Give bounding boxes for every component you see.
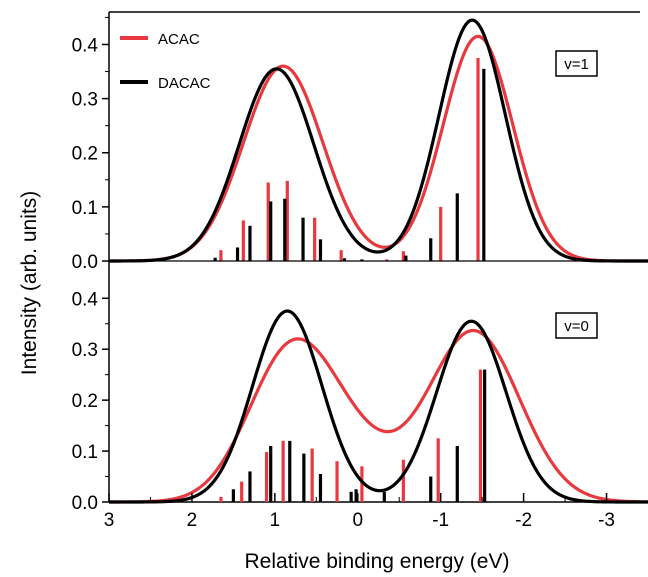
stick-bar: [235, 247, 240, 261]
stick-bar: [318, 473, 323, 502]
panel-tag-v1: v=1: [564, 56, 589, 73]
y-tick-label: 0.2: [72, 391, 98, 412]
stick-bar: [482, 68, 486, 261]
y-tick-label: 0.3: [72, 340, 98, 361]
stick-bar: [231, 489, 235, 502]
stick-bar: [310, 448, 314, 502]
stick-bar: [476, 58, 480, 262]
y-tick-label: 0.3: [72, 90, 98, 111]
stick-bar: [360, 259, 364, 261]
stick-bar: [401, 251, 405, 261]
stick-bar: [478, 369, 483, 502]
stick-bar: [281, 440, 285, 502]
stick-bar: [213, 257, 217, 261]
stick-bar: [264, 452, 269, 502]
stick-bar: [302, 453, 306, 502]
stick-bar: [335, 461, 339, 502]
y-tick-label: 0.0: [72, 252, 98, 273]
stick-bar: [248, 225, 252, 261]
curve-dacac: [108, 309, 648, 504]
stick-bar: [455, 193, 459, 261]
stick-bar: [219, 250, 223, 261]
x-tick-label: -3: [598, 510, 615, 531]
panel-tag-v0: v=0: [564, 318, 589, 335]
stick-bar: [382, 491, 386, 502]
stick-bar: [483, 369, 487, 502]
x-axis-title: Relative binding energy (eV): [245, 550, 510, 573]
stick-bar: [269, 201, 273, 261]
x-tick-label: 0: [352, 510, 363, 531]
stick-bar: [266, 182, 270, 261]
stick-bar: [342, 258, 347, 261]
stick-bar: [354, 489, 358, 502]
y-tick-label: 0.1: [72, 442, 98, 463]
sticks-dacac: [231, 369, 487, 502]
legend: ACAC DACAC: [120, 31, 211, 92]
sticks-acac: [219, 58, 480, 262]
stick-bar: [439, 206, 443, 261]
stick-bar: [429, 238, 433, 261]
y-tick-label: 0.0: [72, 493, 98, 514]
stick-bar: [360, 466, 364, 502]
y-tick-label: 0.1: [72, 198, 98, 219]
curve-acac: [108, 328, 648, 504]
panel-tag-box-v0: [555, 312, 598, 339]
curve-dacac: [108, 18, 648, 263]
stick-bar: [301, 217, 305, 261]
panel-v=0: [108, 309, 648, 504]
stick-bar: [313, 217, 317, 261]
stick-bar: [401, 459, 405, 502]
y-axis-title: Intensity (arb. units): [18, 191, 41, 375]
stick-bar: [349, 491, 353, 502]
stick-bar: [318, 239, 323, 261]
stick-bar: [404, 255, 408, 261]
stick-bar: [241, 220, 245, 261]
stick-bar: [219, 496, 223, 502]
legend-label-acac: ACAC: [158, 31, 200, 48]
y-tick-label: 0.2: [72, 144, 98, 165]
x-tick-label: 1: [270, 510, 281, 531]
stick-bar: [248, 471, 252, 502]
x-tick-label: 2: [187, 510, 198, 531]
legend-label-dacac: DACAC: [158, 75, 211, 92]
x-tick-label: -2: [515, 510, 532, 531]
stick-bar: [240, 481, 244, 502]
stick-bar: [285, 180, 289, 261]
x-tick-label: -1: [432, 510, 449, 531]
y-tick-label: 0.4: [72, 35, 99, 56]
stick-bar: [339, 250, 343, 261]
stick-bar: [455, 445, 459, 502]
stick-bar: [385, 259, 389, 261]
sticks-acac: [219, 369, 483, 502]
stick-bar: [288, 440, 292, 502]
stick-bar: [436, 438, 440, 502]
y-tick-label: 0.4: [72, 289, 99, 310]
sticks-dacac: [213, 68, 486, 261]
panel-tag-box-v1: [555, 50, 598, 77]
panel-v=1: [108, 18, 648, 263]
stick-bar: [269, 445, 273, 502]
stick-bar: [283, 198, 287, 261]
x-tick-label: 3: [104, 510, 115, 531]
stick-bar: [429, 476, 433, 502]
